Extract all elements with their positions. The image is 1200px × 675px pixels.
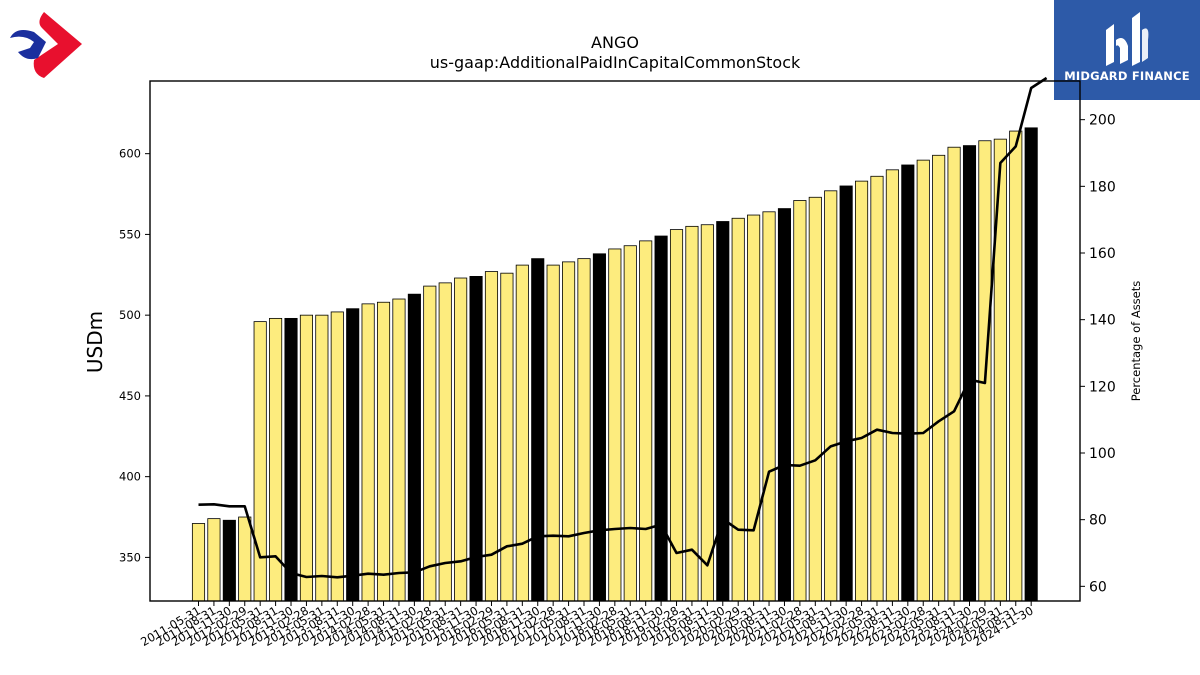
y2-tick-label: 160: [1089, 246, 1116, 262]
bar: [531, 258, 545, 602]
y-tick-label: 500: [119, 308, 141, 322]
bar: [716, 221, 730, 602]
right-logo: MIDGARD FINANCE: [1054, 0, 1200, 100]
bar: [932, 154, 946, 602]
bar: [654, 235, 668, 602]
y-tick-label: 550: [119, 227, 141, 241]
bar: [315, 314, 329, 602]
bar: [762, 211, 776, 602]
y-axis-label: USDm: [83, 311, 107, 373]
y-tick-label: 600: [119, 147, 141, 161]
y2-tick-label: 60: [1089, 579, 1107, 595]
bar: [284, 317, 298, 602]
bar: [222, 519, 236, 602]
y2-axis-label: Percentage of Assets: [1129, 281, 1143, 402]
bar: [469, 276, 483, 602]
bar: [885, 169, 899, 602]
bar: [376, 301, 391, 602]
bar: [361, 303, 375, 602]
bar: [346, 308, 360, 602]
bar: [916, 159, 930, 602]
bar: [731, 217, 745, 602]
bar: [392, 298, 406, 602]
chart-subtitle: us-gaap:AdditionalPaidInCapitalCommonSto…: [429, 53, 801, 72]
bar: [454, 277, 468, 602]
y2-tick-label: 100: [1089, 446, 1116, 462]
bar: [839, 185, 853, 602]
y-tick-label: 400: [119, 470, 141, 484]
bar: [592, 253, 606, 602]
bar: [330, 311, 344, 602]
bar: [777, 208, 792, 602]
bar: [947, 146, 961, 602]
bar: [855, 180, 869, 602]
bar: [577, 258, 591, 602]
bar: [269, 317, 283, 602]
bar: [207, 518, 221, 602]
y2-tick-label: 140: [1089, 313, 1116, 329]
bar: [870, 175, 884, 602]
bar: [500, 272, 514, 602]
brand-name: MIDGARD FINANCE: [1064, 69, 1190, 83]
y2-tick-label: 180: [1089, 179, 1116, 195]
y2-tick-label: 80: [1089, 513, 1107, 529]
bar: [808, 196, 822, 602]
bar: [191, 523, 206, 602]
line-series: [198, 76, 1048, 579]
bar: [608, 248, 622, 602]
bar: [423, 285, 437, 602]
bar: [299, 314, 313, 602]
left-logo: [4, 8, 86, 82]
bar: [546, 264, 560, 602]
bar: [639, 240, 653, 602]
bar: [901, 164, 915, 602]
bar: [700, 224, 714, 602]
y2-tick-label: 120: [1089, 379, 1116, 395]
y2-tick-label: 200: [1089, 113, 1116, 129]
y-tick-label: 450: [119, 389, 141, 403]
bar: [623, 245, 637, 602]
bar: [562, 261, 576, 602]
bar: [438, 282, 452, 602]
bar: [238, 516, 252, 602]
bar: [407, 293, 421, 602]
bar: [793, 200, 807, 602]
bar: [253, 321, 267, 602]
bar: [1009, 130, 1023, 602]
bar: [1024, 127, 1038, 602]
bar: [824, 190, 838, 602]
bar: [962, 145, 977, 602]
bar: [515, 264, 529, 602]
chart-title: ANGO: [591, 33, 639, 52]
y-tick-label: 350: [119, 550, 141, 564]
bar: [747, 214, 761, 602]
bar: [685, 225, 699, 602]
